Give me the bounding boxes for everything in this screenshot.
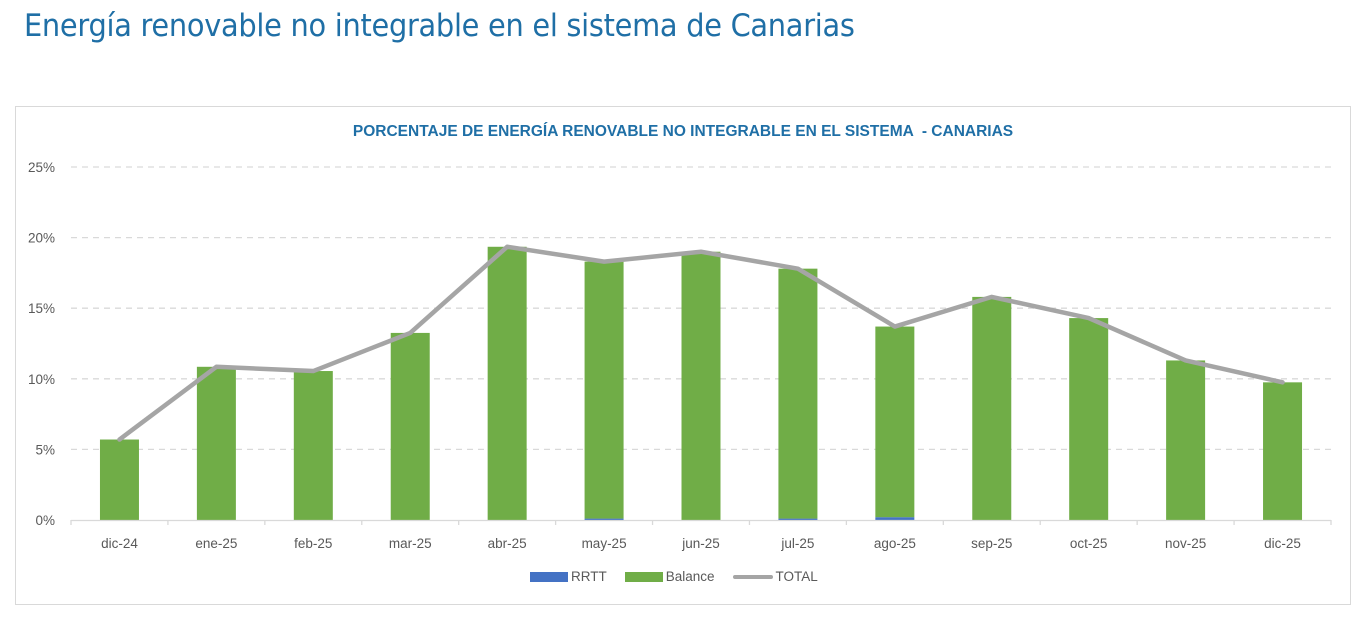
bar-balance [99,439,139,520]
x-tick-label: ago-25 [874,536,916,551]
y-tick-label: 5% [35,442,55,457]
y-axis-labels: 0% 5% 10% 15% 20% 25% [28,160,55,528]
bar-balance [487,246,527,520]
y-tick-label: 0% [35,513,55,528]
x-tick-label: may-25 [582,536,627,551]
bar-rrtt [584,518,624,520]
bar-balance [196,366,236,520]
y-tick-label: 25% [28,160,55,175]
bar-balance [1263,382,1303,520]
x-axis [70,519,1332,525]
x-tick-label: mar-25 [389,536,432,551]
x-tick-label: dic-24 [101,536,138,551]
legend-item-balance: Balance [624,569,715,584]
x-tick-label: jun-25 [681,536,720,551]
x-tick-label: jul-25 [780,536,814,551]
x-axis-labels: dic-24 ene-25 feb-25 mar-25 abr-25 may-25 jun-… [101,536,1301,551]
bar-balance [584,261,624,519]
x-tick-label: dic-25 [1264,536,1301,551]
chart-title: PORCENTAJE DE ENERGÍA RENOVABLE NO INTEG… [352,123,1014,140]
x-tick-label: feb-25 [294,536,332,551]
x-tick-label: sep-25 [971,536,1012,551]
bar-balance [681,251,721,520]
bar-balance [1069,318,1109,520]
bar-balance [390,332,430,520]
bar-balance [875,326,915,518]
bars [99,246,1303,520]
legend-swatch-rrtt [530,571,568,582]
x-tick-label: ene-25 [195,536,237,551]
page-title: Energía renovable no integrable en el si… [24,8,855,44]
y-tick-label: 15% [28,301,55,316]
y-tick-label: 20% [28,231,55,246]
bar-balance [972,296,1012,520]
bar-rrtt [778,518,818,520]
x-tick-label: nov-25 [1165,536,1206,551]
bar-balance [778,268,818,519]
y-tick-label: 10% [28,372,55,387]
bar-rrtt [875,517,915,520]
legend-label-total: TOTAL [775,569,818,584]
legend-item-total: TOTAL [732,569,818,584]
bar-balance [1166,360,1206,520]
legend-swatch-total [732,574,773,579]
legend: RRTT Balance TOTAL [530,569,836,584]
total-line-layer [117,244,1285,442]
legend-label-balance: Balance [665,569,715,584]
legend-label-rrtt: RRTT [571,569,607,584]
bar-balance [293,371,333,520]
legend-swatch-balance [624,571,663,582]
legend-item-rrtt: RRTT [530,569,607,584]
x-tick-label: oct-25 [1070,536,1108,551]
x-tick-label: abr-25 [488,536,527,551]
